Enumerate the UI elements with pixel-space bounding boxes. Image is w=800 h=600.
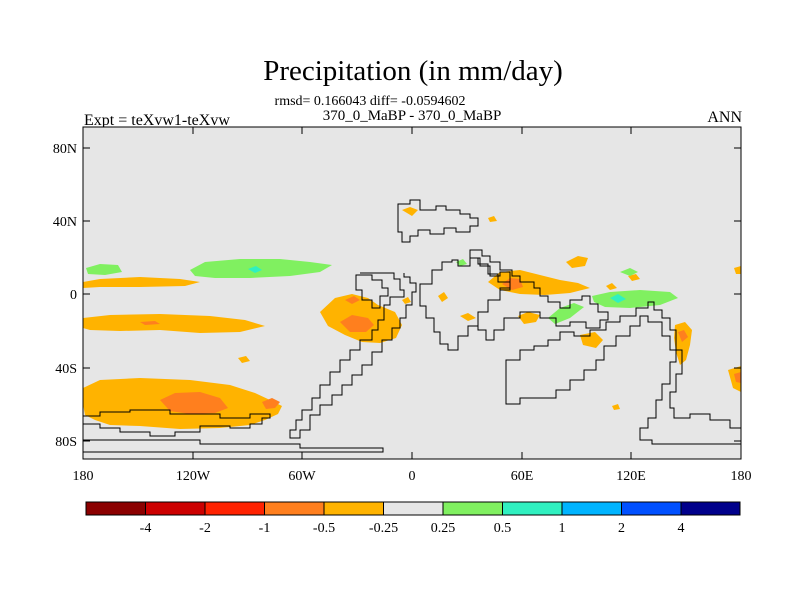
y-tick-label-1: 80N <box>53 142 77 157</box>
x-tick-label-7: 180 <box>731 469 752 484</box>
region-neg-right-edge-core <box>734 372 741 383</box>
colorbar-label-7: 0.5 <box>494 521 512 536</box>
continent-outlines <box>83 199 742 453</box>
colorbar-label-5: -0.25 <box>369 521 398 536</box>
region-pos-east <box>592 290 678 308</box>
coastline-south-america <box>289 272 417 439</box>
x-tick-label-5: 60E <box>511 469 534 484</box>
region-neg-eastern-south <box>518 312 540 324</box>
y-tick-label-3: 0 <box>70 288 77 303</box>
coastline-africa-west <box>355 274 389 309</box>
region-neg-lat-small-6 <box>238 356 250 363</box>
x-tick-label-4: 0 <box>409 469 416 484</box>
colorbar-label-4: -0.5 <box>313 521 335 536</box>
region-neg-lat-small-2 <box>438 292 448 302</box>
colorbar-swatch-3 <box>204 501 265 516</box>
colorbar-label-9: 2 <box>618 521 625 536</box>
colorbar-swatch-5 <box>323 501 384 516</box>
x-axis-ticks: 180 120W 60W 0 60E 120E 180 <box>73 127 752 484</box>
coastline-antarctica <box>83 409 271 437</box>
colorbar-swatch-10 <box>621 501 682 516</box>
x-tick-label-2: 120W <box>176 469 211 484</box>
region-neg-lat-small-3 <box>460 313 476 321</box>
region-neg-lat-small-1 <box>488 216 497 222</box>
region-neg-atlantic-small <box>345 296 360 304</box>
region-neg-lat-small-9 <box>612 404 620 410</box>
coastline-north-east <box>397 199 479 243</box>
region-neg-lat-small-4 <box>628 274 640 281</box>
colorbar-label-1: -4 <box>140 521 152 536</box>
region-neg-eastern-core <box>502 278 523 290</box>
chart-title: Precipitation (in mm/day) <box>263 55 563 87</box>
y-tick-label-5: 80S <box>55 435 77 450</box>
colorbar-swatch-11 <box>680 501 741 516</box>
region-neg-atlantic-core <box>340 315 374 332</box>
region-pos-north-east-small <box>456 259 467 266</box>
colorbar-label-10: 4 <box>678 521 685 536</box>
y-tick-label-4: 40S <box>55 362 77 377</box>
colorbar-swatch-1 <box>85 501 146 516</box>
negative-regions <box>83 207 741 429</box>
region-neg-north-small <box>402 207 418 216</box>
region-neg-lat-small-8 <box>402 297 411 304</box>
region-neg-western-pacific-core <box>678 330 688 342</box>
region-neg-right-edge <box>728 366 741 392</box>
region-neg-west-equator <box>83 277 200 288</box>
colorbar-label-2: -2 <box>199 521 211 536</box>
experiment-label: Expt = teXvw1-teXvw <box>84 112 230 129</box>
colorbar-swatch-4 <box>264 501 325 516</box>
period-label: 370_0_MaBP - 370_0_MaBP <box>322 108 502 124</box>
region-pos-east-strip <box>548 303 584 324</box>
colorbar-swatch-8 <box>502 501 563 516</box>
region-pos-east-core <box>610 294 626 303</box>
region-neg-southern-ocean-edge <box>262 398 280 409</box>
region-neg-southern-ocean-core <box>160 392 228 414</box>
x-tick-label-1: 180 <box>73 469 94 484</box>
region-neg-south-pacific-core <box>140 321 160 325</box>
colorbar: -4 -2 -1 -0.5 -0.25 0.25 0.5 1 2 4 <box>85 501 741 536</box>
region-neg-lat-small-5 <box>606 283 617 290</box>
region-pos-west-north <box>86 264 122 275</box>
chart-subtitle: rmsd= 0.166043 diff= -0.0594602 <box>274 94 466 109</box>
colorbar-swatch-2 <box>145 501 206 516</box>
colorbar-swatch-9 <box>561 501 622 516</box>
colorbar-label-8: 1 <box>559 521 566 536</box>
region-neg-north-east <box>566 256 588 268</box>
colorbar-swatch-7 <box>442 501 503 516</box>
coastline-south-pole <box>83 439 384 453</box>
x-tick-label-6: 120E <box>616 469 646 484</box>
y-axis-ticks: 80N 40N 0 40S 80S <box>53 142 741 450</box>
region-pos-east-far <box>620 268 638 276</box>
region-pos-north-band <box>190 259 332 278</box>
x-tick-label-3: 60W <box>288 469 316 484</box>
colorbar-swatch-6 <box>383 501 444 516</box>
region-neg-lat-small-7 <box>734 266 741 274</box>
coastline-east-asia <box>469 249 609 341</box>
region-pos-north-band-core <box>248 266 262 273</box>
positive-regions <box>86 259 678 324</box>
season-label: ANN <box>707 109 742 126</box>
colorbar-label-6: 0.25 <box>431 521 456 536</box>
y-tick-label-2: 40N <box>53 215 77 230</box>
region-neg-south-pacific <box>83 314 265 333</box>
colorbar-label-3: -1 <box>259 521 271 536</box>
